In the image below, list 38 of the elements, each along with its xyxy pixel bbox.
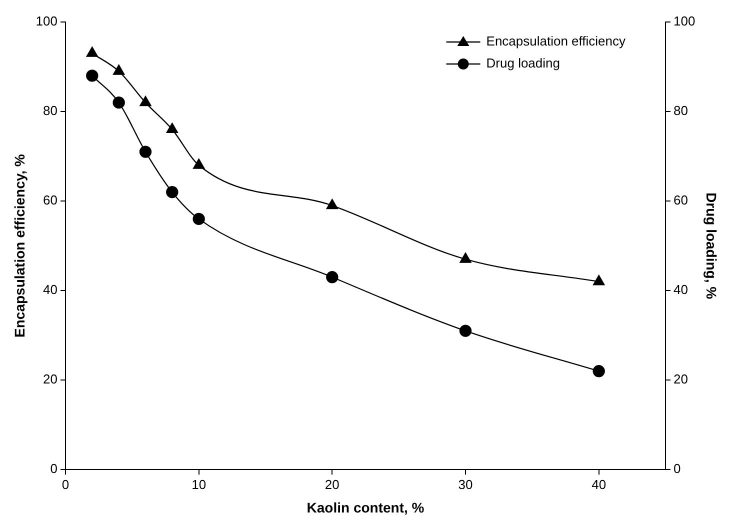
point (139, 146, 152, 158)
x-tick-label: 20 (324, 476, 340, 492)
x-tick-label: 30 (458, 476, 473, 492)
point (593, 275, 605, 286)
point (166, 186, 178, 198)
point (86, 46, 98, 57)
x-tick-label: 0 (62, 476, 70, 492)
y-tick-label: 40 (43, 282, 58, 298)
point (112, 96, 125, 109)
point (166, 122, 178, 134)
y-tick-label: 80 (43, 103, 58, 118)
x-tick-label: 40 (592, 476, 606, 492)
y-tick-label: 60 (43, 192, 58, 208)
y2-tick-label: 100 (674, 14, 696, 29)
point (192, 212, 205, 226)
legend-label: Drug loading (486, 56, 560, 71)
point (140, 96, 152, 106)
x-tick-label: 10 (192, 476, 206, 492)
y2-tick-label: 20 (674, 372, 688, 387)
y2-tick-label: 60 (674, 192, 688, 208)
point (592, 365, 605, 378)
y-tick-label: 0 (50, 461, 58, 476)
point (113, 64, 125, 75)
point (193, 158, 205, 169)
y2-tick-label: 80 (674, 103, 688, 118)
point (459, 324, 472, 337)
point (326, 198, 338, 210)
point (460, 252, 472, 263)
point (86, 70, 98, 82)
x-axis-title: Kaolin content, % (306, 499, 425, 516)
y2-axis-title: Drug loading, % (704, 192, 720, 300)
y2-tick-label: 40 (674, 282, 688, 298)
y-tick-label: 100 (36, 14, 58, 29)
point (326, 271, 338, 284)
legend-label: Encapsulation efficiency (486, 34, 626, 49)
y-axis-title: Encapsulation efficiency, % (11, 154, 28, 338)
y2-tick-label: 0 (674, 461, 681, 476)
y-tick-label: 20 (43, 372, 58, 387)
